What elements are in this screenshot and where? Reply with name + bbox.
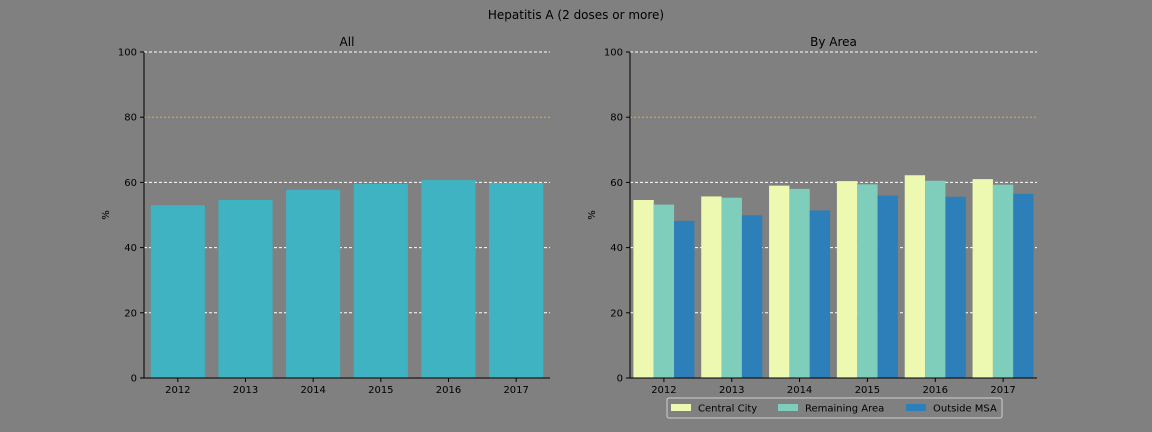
- y-tick-label: 20: [610, 308, 623, 319]
- y-tick-label: 0: [617, 374, 623, 385]
- legend-swatch: [778, 404, 798, 411]
- bar: [286, 189, 341, 378]
- bar: [353, 184, 408, 378]
- bar: [877, 195, 898, 378]
- legend-entry: Outside MSA: [933, 404, 997, 415]
- chart-by-area: 0 20 40 60 80 100 2012 2013 2014 2015 2016 2017 By A…: [587, 35, 1037, 419]
- y-tick-label: 80: [610, 113, 623, 124]
- legend-swatch: [906, 404, 926, 411]
- chart-title: All: [340, 35, 355, 49]
- bar: [836, 181, 858, 378]
- x-tick-label: 2012: [165, 385, 190, 396]
- legend-frame: [666, 397, 1003, 419]
- bar: [789, 188, 810, 378]
- bar: [421, 180, 476, 378]
- bar: [945, 196, 966, 378]
- y-tick-label: 0: [131, 374, 137, 385]
- x-tick-label: 2012: [651, 385, 676, 396]
- bar: [992, 184, 1014, 378]
- y-tick-label: 80: [124, 113, 137, 124]
- bar: [701, 196, 722, 378]
- bar: [904, 175, 926, 378]
- legend-swatch: [671, 404, 691, 411]
- legend: Central City Remaining Area Outside MSA: [666, 397, 1003, 419]
- y-tick-label: 20: [124, 308, 137, 319]
- bar: [218, 200, 273, 378]
- bar: [653, 204, 675, 378]
- y-axis-label: %: [587, 210, 598, 220]
- bar: [741, 215, 763, 378]
- y-tick-label: 100: [118, 48, 137, 59]
- y-tick-label: 100: [604, 48, 623, 59]
- figure-title: Hepatitis A (2 doses or more): [488, 8, 664, 22]
- bar: [857, 184, 878, 378]
- chart-title: By Area: [810, 35, 857, 49]
- bar: [809, 210, 831, 378]
- bar: [925, 180, 946, 378]
- y-tick-label: 40: [124, 243, 137, 254]
- y-tick-label: 60: [124, 178, 137, 189]
- x-tick-label: 2015: [855, 385, 880, 396]
- bar: [633, 200, 654, 378]
- x-tick-label: 2017: [990, 385, 1015, 396]
- bar: [972, 179, 993, 378]
- legend-entry: Remaining Area: [805, 404, 884, 415]
- y-axis-label: %: [101, 210, 112, 220]
- y-tick-label: 40: [610, 243, 623, 254]
- x-tick-label: 2013: [719, 385, 744, 396]
- bar: [769, 185, 790, 378]
- bar: [1013, 193, 1034, 378]
- x-tick-label: 2015: [368, 385, 393, 396]
- x-tick-label: 2016: [923, 385, 948, 396]
- x-tick-label: 2014: [787, 385, 812, 396]
- x-tick-label: 2016: [436, 385, 461, 396]
- x-tick-label: 2013: [233, 385, 258, 396]
- x-tick-label: 2014: [300, 385, 325, 396]
- bar: [489, 183, 544, 378]
- chart-all: 0 20 40 60 80 100 2012 2013 2014 2015 2016 2017 All%: [101, 35, 550, 396]
- bar: [721, 197, 742, 378]
- y-tick-label: 60: [610, 178, 623, 189]
- bar: [150, 205, 205, 378]
- bar: [674, 220, 695, 378]
- x-tick-label: 2017: [503, 385, 528, 396]
- legend-entry: Central City: [698, 404, 757, 415]
